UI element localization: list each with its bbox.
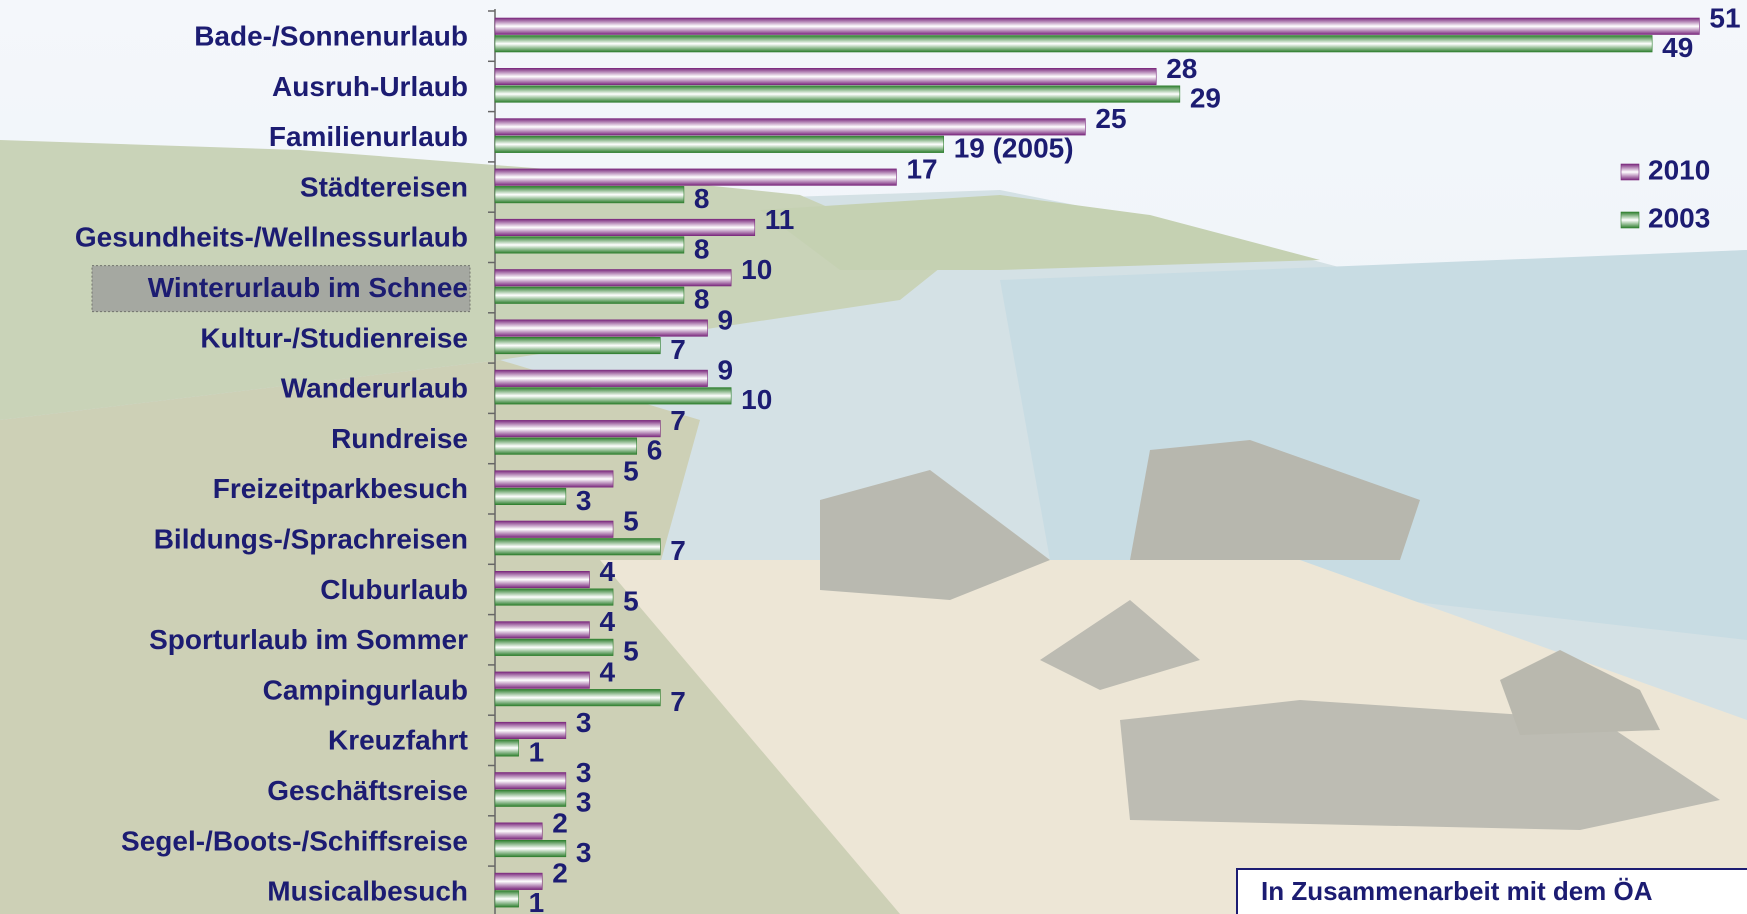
bar xyxy=(494,588,614,606)
note: In Zusammenarbeit mit dem ÖA xyxy=(1261,876,1653,906)
bar xyxy=(494,839,567,858)
bar xyxy=(494,85,1181,103)
value-label: 2 xyxy=(552,807,568,838)
bar xyxy=(494,17,1700,35)
value-label: 5 xyxy=(623,455,639,486)
value-label: 8 xyxy=(694,233,710,264)
category-highlight xyxy=(91,265,471,313)
value-label: 9 xyxy=(718,304,734,335)
bar xyxy=(494,68,1157,86)
bar xyxy=(494,269,732,287)
bar xyxy=(494,236,685,254)
bar xyxy=(494,822,543,840)
y-tick-label: Städtereisen xyxy=(300,171,468,202)
value-label: 51 xyxy=(1709,3,1740,34)
value-label: 8 xyxy=(694,183,710,214)
y-tick-label: Geschäftsreise xyxy=(267,775,468,806)
y-tick-label: Ausruh-Urlaub xyxy=(272,71,468,102)
value-label: 4 xyxy=(599,606,615,637)
y-tick-label: Campingurlaub xyxy=(263,674,468,705)
y-tick-label: Winterurlaub im Schnee xyxy=(148,272,468,303)
value-label: 3 xyxy=(576,787,592,818)
bar xyxy=(494,789,567,807)
bar xyxy=(494,437,637,455)
bar xyxy=(494,286,685,304)
bar xyxy=(494,538,661,556)
y-tick-label: Kultur-/Studienreise xyxy=(200,322,468,353)
value-label: 8 xyxy=(694,284,710,315)
bar xyxy=(494,721,567,740)
bar xyxy=(494,739,519,757)
bar xyxy=(494,772,567,790)
bar xyxy=(494,487,567,506)
bar xyxy=(494,638,614,656)
value-label: 28 xyxy=(1166,53,1197,84)
bar xyxy=(494,890,519,908)
note-box xyxy=(1236,868,1747,914)
bar xyxy=(494,319,708,337)
bar xyxy=(494,420,661,438)
value-label: 9 xyxy=(718,355,734,386)
legend-swatch xyxy=(1620,211,1640,229)
bar xyxy=(494,135,944,153)
value-label: 1 xyxy=(529,887,545,914)
value-label: 1 xyxy=(529,736,545,767)
y-tick-label: Rundreise xyxy=(331,423,468,454)
value-label: 7 xyxy=(670,334,686,365)
value-label: 5 xyxy=(623,506,639,537)
legend-label: 2003 xyxy=(1648,202,1710,233)
value-label: 11 xyxy=(765,204,795,235)
y-tick-label: Familienurlaub xyxy=(269,121,468,152)
bar xyxy=(494,218,756,236)
value-label: 5 xyxy=(623,585,639,616)
bar xyxy=(494,369,708,387)
bar xyxy=(494,35,1653,53)
value-label: 49 xyxy=(1662,32,1693,63)
value-label: 17 xyxy=(906,154,937,185)
y-tick-label: Sporturlaub im Sommer xyxy=(149,624,468,655)
value-label: 3 xyxy=(576,707,592,738)
value-label: 10 xyxy=(741,254,772,285)
value-label: 10 xyxy=(741,384,772,415)
bar xyxy=(494,470,614,488)
value-label: 29 xyxy=(1190,82,1221,113)
value-label: 7 xyxy=(670,535,686,566)
y-tick-label: Segel-/Boots-/Schiffsreise xyxy=(121,825,468,856)
y-tick-label: Gesundheits-/Wellnessurlaub xyxy=(75,222,468,253)
value-label: 4 xyxy=(599,556,615,587)
y-tick-label: Musicalbesuch xyxy=(267,876,468,907)
y-tick-label: Wanderurlaub xyxy=(281,373,468,404)
value-label: 25 xyxy=(1095,103,1126,134)
bar xyxy=(494,621,590,639)
value-label: 4 xyxy=(599,657,615,688)
bar xyxy=(494,520,614,538)
bar xyxy=(494,118,1086,136)
legend-label: 2010 xyxy=(1648,154,1710,185)
bar xyxy=(494,168,897,186)
y-tick-label: Freizeitparkbesuch xyxy=(213,473,468,504)
y-tick-label: Cluburlaub xyxy=(320,574,468,605)
value-label: 7 xyxy=(670,405,686,436)
y-tick-label: Kreuzfahrt xyxy=(328,725,468,756)
bar xyxy=(494,387,732,405)
value-label: 3 xyxy=(576,485,592,516)
legend-swatch xyxy=(1620,163,1640,181)
y-tick-label: Bade-/Sonnenurlaub xyxy=(194,21,468,52)
value-label: 3 xyxy=(576,837,592,868)
bar xyxy=(494,570,590,589)
value-label: 6 xyxy=(647,435,663,466)
value-label: 3 xyxy=(576,757,592,788)
value-label: 19 (2005) xyxy=(954,133,1074,164)
value-label: 2 xyxy=(552,858,568,889)
bar xyxy=(494,872,543,890)
bar xyxy=(494,689,661,707)
bar xyxy=(494,336,661,355)
y-tick-label: Bildungs-/Sprachreisen xyxy=(154,524,468,555)
value-label: 5 xyxy=(623,636,639,667)
bar xyxy=(494,186,685,204)
value-label: 7 xyxy=(670,686,686,717)
bar xyxy=(494,671,590,689)
